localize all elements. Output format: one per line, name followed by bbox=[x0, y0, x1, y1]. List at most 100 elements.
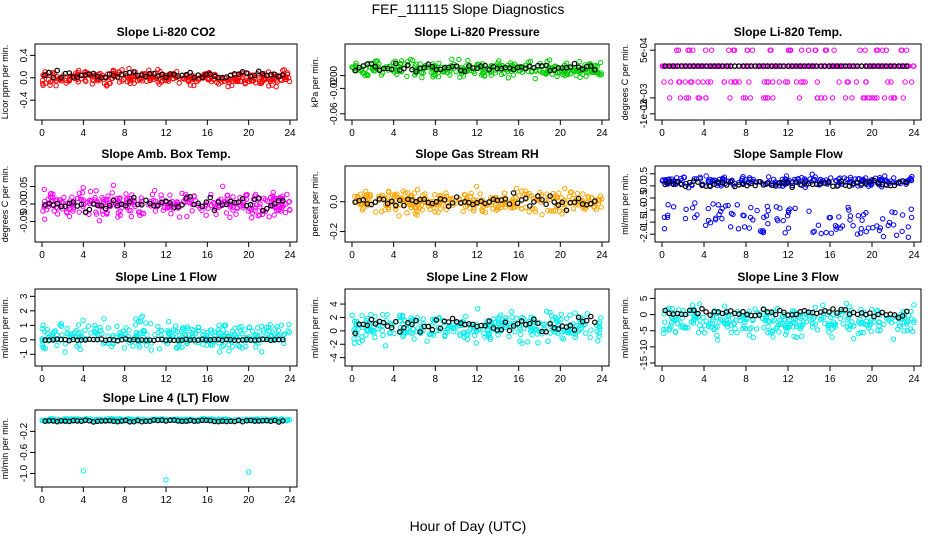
data-point bbox=[597, 319, 603, 325]
x-tick-label: 16 bbox=[824, 374, 836, 385]
data-point bbox=[353, 60, 359, 66]
data-point bbox=[800, 79, 806, 85]
mean-point bbox=[388, 66, 395, 73]
x-tick-label: 12 bbox=[160, 495, 172, 506]
mean-point bbox=[899, 313, 906, 319]
x-tick-label: 4 bbox=[81, 495, 87, 506]
data-point bbox=[173, 323, 179, 329]
mean-point bbox=[239, 195, 246, 202]
data-point bbox=[562, 185, 568, 192]
data-point bbox=[400, 333, 406, 340]
data-point bbox=[121, 345, 128, 351]
data-point bbox=[595, 338, 601, 344]
data-point bbox=[539, 211, 545, 218]
mean-point bbox=[891, 312, 898, 318]
data-point bbox=[64, 325, 70, 331]
data-point bbox=[220, 183, 226, 190]
mean-point bbox=[563, 207, 570, 214]
data-point bbox=[463, 313, 469, 319]
data-point bbox=[179, 190, 185, 197]
data-point bbox=[253, 76, 259, 82]
data-point bbox=[528, 69, 535, 75]
data-point bbox=[286, 329, 293, 336]
mean-point bbox=[151, 70, 157, 77]
data-point bbox=[88, 330, 94, 336]
data-point bbox=[598, 72, 604, 78]
data-point bbox=[230, 194, 236, 200]
mean-point bbox=[106, 202, 113, 209]
data-point bbox=[243, 343, 249, 350]
data-point bbox=[156, 76, 162, 82]
data-point bbox=[208, 191, 214, 198]
mean-point bbox=[752, 182, 759, 189]
mean-point bbox=[445, 203, 452, 210]
data-point bbox=[849, 319, 855, 325]
data-point bbox=[96, 218, 103, 224]
x-tick-label: 4 bbox=[81, 250, 87, 261]
data-point bbox=[560, 336, 567, 342]
y-tick-label: 0 bbox=[19, 337, 30, 343]
data-point bbox=[708, 47, 715, 53]
data-point bbox=[397, 314, 403, 320]
data-point bbox=[85, 323, 92, 329]
data-point bbox=[735, 226, 742, 232]
y-tick-label: 0 bbox=[329, 328, 340, 334]
data-point bbox=[846, 207, 852, 213]
mean-point bbox=[380, 319, 387, 326]
data-point bbox=[558, 311, 564, 317]
mean-point bbox=[567, 64, 574, 70]
data-point bbox=[450, 322, 456, 328]
mean-point bbox=[159, 71, 165, 78]
mean-point bbox=[384, 200, 391, 207]
mean-point bbox=[425, 61, 432, 67]
mean-point bbox=[360, 197, 367, 203]
data-point bbox=[822, 47, 829, 53]
data-point bbox=[495, 320, 501, 327]
data-point bbox=[765, 329, 771, 336]
data-point bbox=[585, 193, 591, 200]
x-tick-label: 20 bbox=[243, 374, 255, 385]
data-point bbox=[879, 184, 885, 190]
y-tick-label: -1.0 bbox=[639, 201, 650, 219]
mean-point bbox=[437, 325, 444, 332]
data-point bbox=[393, 193, 399, 199]
data-point bbox=[493, 207, 500, 213]
mean-point bbox=[834, 183, 840, 189]
data-point bbox=[597, 326, 603, 332]
data-point bbox=[873, 47, 880, 53]
data-point bbox=[855, 213, 861, 219]
data-point bbox=[482, 334, 488, 340]
data-point bbox=[262, 197, 269, 203]
y-tick-label: 1 bbox=[19, 322, 30, 328]
mean-point bbox=[871, 177, 877, 184]
mean-point bbox=[583, 317, 590, 324]
mean-point bbox=[102, 74, 109, 81]
mean-point bbox=[392, 318, 399, 325]
x-tick-label: 20 bbox=[555, 128, 567, 139]
data-point bbox=[869, 95, 875, 101]
data-point bbox=[70, 206, 77, 212]
data-point bbox=[152, 208, 159, 214]
x-tick-label: 8 bbox=[743, 374, 749, 385]
x-tick-label: 12 bbox=[782, 128, 794, 139]
mean-point bbox=[793, 311, 800, 318]
mean-point bbox=[54, 67, 61, 74]
data-point bbox=[765, 95, 771, 101]
mean-point bbox=[474, 65, 480, 72]
data-point bbox=[58, 323, 64, 329]
panel-2: Slope Li-820 Pressure kPa per min. 0 4 8 12 16… bbox=[310, 25, 610, 139]
data-point bbox=[890, 336, 897, 342]
data-point bbox=[758, 63, 764, 69]
mean-point bbox=[405, 62, 411, 68]
mean-point bbox=[591, 319, 598, 326]
mean-point bbox=[50, 74, 57, 81]
data-point bbox=[47, 82, 53, 88]
data-point bbox=[734, 329, 740, 336]
series-points bbox=[349, 306, 604, 349]
data-point bbox=[806, 208, 812, 214]
x-tick-label: 4 bbox=[391, 374, 397, 385]
mean-point bbox=[82, 209, 89, 215]
data-point bbox=[392, 192, 398, 198]
x-tick-label: 12 bbox=[471, 128, 483, 139]
data-point bbox=[553, 208, 559, 214]
